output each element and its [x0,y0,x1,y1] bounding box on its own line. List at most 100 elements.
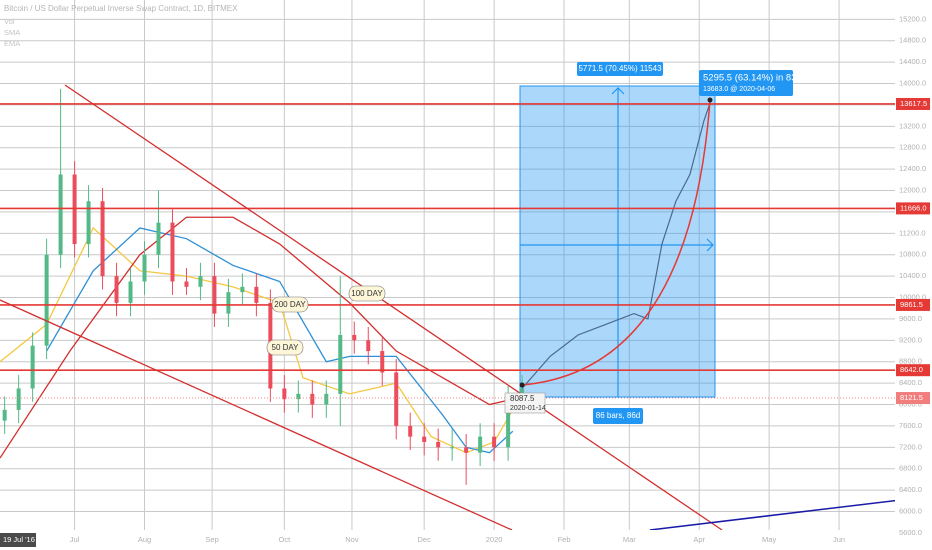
y-tick-label: 15200.0 [899,14,926,23]
level-box [896,202,930,215]
y-tick-label: 14000.0 [899,79,926,88]
candle-body [156,222,161,255]
level-box [896,298,930,311]
level-box [896,97,930,110]
y-tick-label: 12800.0 [899,143,926,152]
y-tick-label: 13200.0 [899,121,926,130]
chart-title: Bitcoin / US Dollar Perpetual Inverse Sw… [4,4,238,13]
ma-callout [271,296,309,313]
level-label: 13617.5 [900,99,927,108]
arrow-head [611,87,625,95]
bars-label: 86 bars, 86d [596,411,640,420]
y-tick-label: 6000.0 [899,507,922,516]
y-tick-label: 10000.0 [899,293,926,302]
point [707,97,713,103]
y-tick-label: 6400.0 [899,485,922,494]
y-tick-label: 5600.0 [899,528,922,537]
candle-body [198,276,203,287]
candle-body [212,276,217,314]
candle-body [72,174,77,245]
candle-body [142,254,147,282]
target-detail: 13683.0 @ 2020-04-06 [703,86,775,93]
ma-callout [348,285,386,302]
x-tick-label: Oct [279,535,292,544]
candle-body [30,345,35,389]
candle-body [100,201,105,277]
x-tick-label: May [762,535,776,544]
candle-body [366,340,371,352]
last-price-label: 8121.5 [900,393,923,402]
entry-date: 2020-01-14 [510,405,546,412]
ma-labels: 50 DAY 100 DAY 200 DAY [266,285,386,356]
x-tick-label: Apr [693,535,705,544]
y-tick-label: 6800.0 [899,464,922,473]
candle-body [352,334,357,341]
candle-body [86,201,91,245]
ma-label: 100 DAY [351,289,383,298]
target-label: 5295.5 (63.14%) in 83d [703,73,802,84]
candle-body [254,286,259,303]
projection-curve [521,99,711,386]
y-tick-label: 10400.0 [899,271,926,280]
y-tick-label: 7200.0 [899,442,922,451]
candle-body [2,409,7,421]
candle-body [394,372,399,426]
label-box [593,408,643,424]
candle-body [44,254,49,346]
candle-body [380,351,385,373]
crosshair-date: 19 Jul '16 [3,535,35,544]
x-tick-label: Nov [345,535,359,544]
y-tick-label: 8800.0 [899,357,922,366]
y-tick-label: 11200.0 [899,228,926,237]
y-tick-label: 12000.0 [899,186,926,195]
last-price-box [896,392,930,405]
indicators: Vol SMA EMA [4,17,20,48]
level-label: 11666.0 [900,203,927,212]
plot [0,88,895,485]
axes: 15200.014800.014400.014000.013600.013200… [70,14,930,544]
entry-price: 8087.5 [510,394,535,403]
price-axis [895,0,932,550]
projection-line [521,100,712,389]
label-box [699,70,793,96]
y-tick-label: 14800.0 [899,36,926,45]
candle-body [310,393,315,405]
range-label: 5771.5 (70.45%) 11543 [578,64,662,73]
y-tick-label: 7600.0 [899,421,922,430]
label-box [577,62,663,76]
x-tick-label: Jul [70,535,80,544]
level-box [896,364,930,377]
y-tick-label: 8400.0 [899,378,922,387]
candle-body [492,436,497,448]
time-axis [0,530,932,550]
candle-body [58,174,63,255]
trendline [649,496,926,531]
candle-body [184,281,189,287]
trendline [64,84,723,531]
arrow-head [706,238,714,252]
x-tick-label: Feb [558,535,571,544]
y-tick-label: 9200.0 [899,335,922,344]
candle-body [226,292,231,314]
candle-body [16,388,21,410]
y-tick-label: 14400.0 [899,57,926,66]
candle-body [408,425,413,437]
entry-box [504,392,546,414]
y-tick-label: 10800.0 [899,250,926,259]
candle-body [296,393,301,400]
candle-body [324,393,329,405]
level-label: 9861.5 [900,300,923,309]
level-label: 8642.0 [900,365,923,374]
candle-body [128,281,133,303]
x-tick-label: 2020 [486,535,503,544]
ma-label: 50 DAY [272,343,300,352]
candle-body [464,447,469,453]
candle-body [422,436,427,442]
x-tick-label: Mar [623,535,636,544]
indicator: SMA [4,28,20,37]
indicator: EMA [4,39,20,48]
candle-body [436,441,441,448]
x-tick-label: Sep [205,535,218,544]
candle-body [450,447,455,449]
